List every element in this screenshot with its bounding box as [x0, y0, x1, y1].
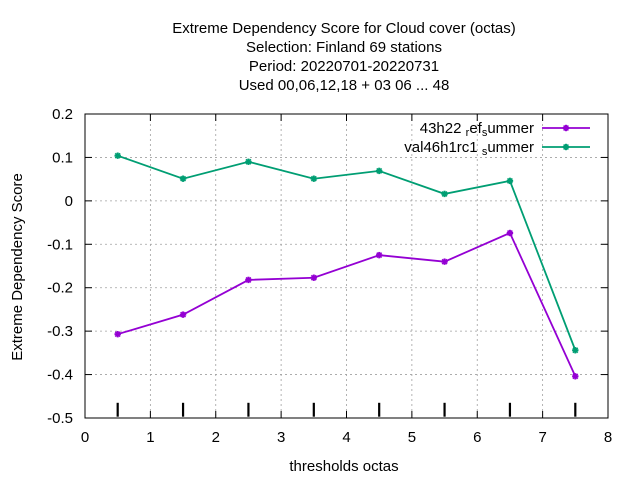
data-point — [245, 276, 252, 284]
data-point — [310, 274, 318, 281]
legend-label-part: ummer — [487, 120, 534, 137]
legend-item-2: val46h1rc1 summer — [404, 139, 590, 158]
point-diag2 — [180, 311, 187, 318]
x-tick-label: 6 — [473, 429, 481, 446]
y-tick-label: -0.2 — [47, 280, 73, 297]
series-line — [117, 154, 577, 351]
point-diag2 — [180, 175, 187, 182]
point-diag2 — [572, 373, 579, 380]
point-diag2 — [506, 230, 513, 236]
x-tick-label: 7 — [538, 429, 546, 446]
point-diag2 — [245, 276, 252, 283]
data-point — [506, 177, 514, 185]
legend-label-subscript: s — [482, 127, 488, 139]
legend-label-part: 43h22 — [420, 120, 466, 137]
data-point — [441, 190, 448, 198]
point-diag2 — [563, 144, 569, 150]
point-diag2 — [376, 252, 383, 259]
legend-label: 43h22 refsummer — [420, 120, 534, 139]
point-diag2 — [376, 167, 383, 174]
y-axis-label: Extreme Dependency Score — [9, 173, 26, 361]
ticks: -0.5 -0.4 -0.3 -0.2 -0.1 0 0.1 0.2 0 1 2 3 4 5 6 7 8 — [47, 106, 612, 446]
legend-label-subscript: s — [482, 146, 488, 158]
point-diag2 — [441, 190, 448, 197]
threshold-markers — [116, 402, 577, 417]
point-diag2 — [506, 177, 513, 184]
point-diag2 — [441, 258, 448, 265]
x-tick-label: 4 — [342, 429, 350, 446]
data-point — [441, 258, 448, 265]
point-diag2 — [245, 158, 252, 165]
x-tick-label: 1 — [146, 429, 154, 446]
data-point — [114, 152, 121, 159]
y-tick-label: -0.4 — [47, 367, 73, 384]
data-point — [245, 158, 252, 165]
title-line-4: Used 00,06,12,18 + 03 06 ... 48 — [239, 77, 450, 94]
point-diag2 — [114, 331, 121, 338]
chart-title: Extreme Dependency Score for Cloud cover… — [172, 20, 515, 94]
y-tick-label: -0.5 — [47, 410, 73, 427]
y-tick-label: -0.1 — [47, 236, 73, 253]
point-diag2 — [563, 125, 569, 131]
x-tick-label: 5 — [408, 429, 416, 446]
series-line — [117, 231, 577, 377]
data-point — [562, 143, 570, 151]
series-2 — [114, 152, 579, 354]
data-point — [375, 251, 383, 259]
series-layer — [114, 152, 579, 380]
x-tick-label: 2 — [212, 429, 220, 446]
y-tick-label: -0.3 — [47, 323, 73, 340]
point-diag2 — [114, 152, 121, 159]
point-diag2 — [310, 274, 317, 281]
data-point — [572, 347, 579, 354]
data-point — [310, 175, 318, 182]
point-diag2 — [572, 347, 579, 354]
title-line-1: Extreme Dependency Score for Cloud cover… — [172, 20, 515, 37]
y-tick-label: 0.2 — [52, 106, 73, 123]
legend-label-part: ef — [469, 120, 482, 137]
legend-label-part: ummer — [487, 139, 534, 156]
x-tick-label: 8 — [604, 429, 612, 446]
legend-label: val46h1rc1 summer — [404, 139, 534, 158]
data-point — [179, 311, 187, 318]
title-line-3: Period: 20220701-20220731 — [249, 58, 439, 75]
point-diag2 — [310, 175, 317, 182]
data-point — [114, 330, 121, 338]
legend-label-part: val46h1rc1 — [404, 139, 482, 156]
series-1 — [114, 229, 579, 380]
title-line-2: Selection: Finland 69 stations — [246, 39, 442, 56]
x-tick-label: 3 — [277, 429, 285, 446]
legend-item-1: 43h22 refsummer — [420, 120, 590, 139]
y-tick-label: 0.1 — [52, 149, 73, 166]
data-point — [506, 229, 514, 237]
y-tick-label: 0 — [65, 193, 73, 210]
x-axis-label: thresholds octas — [289, 458, 398, 475]
legend-label-subscript: r — [466, 127, 470, 139]
data-point — [179, 175, 187, 182]
x-tick-label: 0 — [81, 429, 89, 446]
data-point — [375, 167, 383, 175]
data-point — [572, 373, 579, 380]
data-point — [562, 124, 570, 132]
